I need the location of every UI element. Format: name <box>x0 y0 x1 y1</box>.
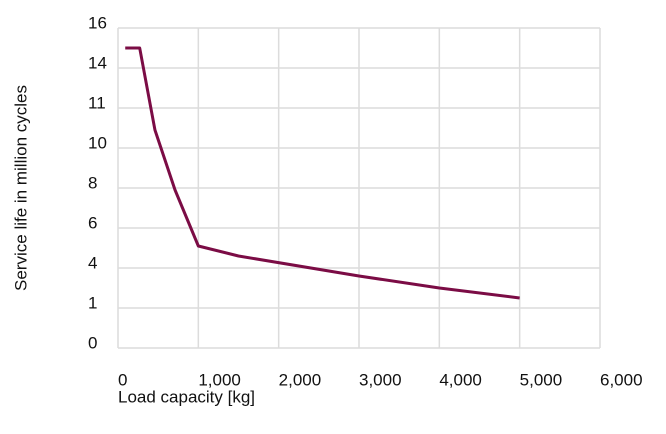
y-tick-label: 16 <box>88 13 107 32</box>
x-tick-label: 2,000 <box>279 370 322 389</box>
x-tick-label: 3,000 <box>359 370 402 389</box>
y-tick-label: 1 <box>88 293 97 312</box>
y-tick-label: 10 <box>88 133 107 152</box>
y-tick-label: 11 <box>88 93 106 112</box>
x-tick-label: 1,000 <box>198 370 241 389</box>
y-tick-label: 8 <box>88 173 97 192</box>
x-tick-label: 4,000 <box>439 370 482 389</box>
x-tick-label: 6,000 <box>600 370 643 389</box>
y-tick-label: 0 <box>88 333 97 352</box>
y-tick-label: 14 <box>88 53 107 72</box>
x-tick-label: 5,000 <box>520 370 563 389</box>
x-tick-label: 0 <box>118 370 127 389</box>
y-tick-label: 4 <box>88 253 97 272</box>
line-series <box>125 46 520 300</box>
y-tick-label: 6 <box>88 213 97 232</box>
y-axis-label: Service life in million cycles <box>11 85 30 291</box>
x-axis-label: Load capacity [kg] <box>118 387 255 406</box>
